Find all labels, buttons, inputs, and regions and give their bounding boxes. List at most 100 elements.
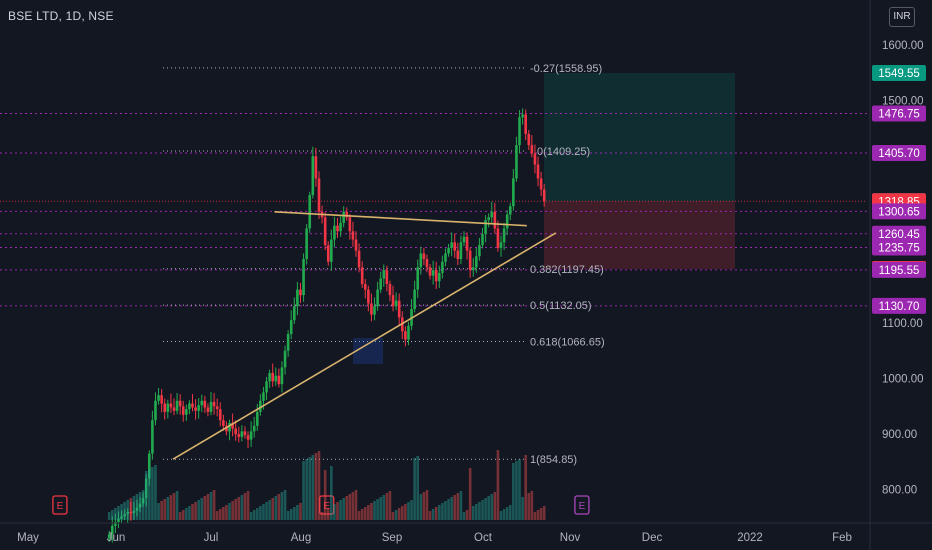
volume-bar <box>542 506 546 520</box>
volume-bar <box>373 501 376 520</box>
fib-label-3: 0.5(1132.05) <box>530 300 592 312</box>
volume-bar <box>330 466 333 520</box>
volume-bar <box>215 511 219 520</box>
currency-button[interactable]: INR <box>889 7 915 27</box>
volume-bar <box>160 501 163 520</box>
price-badge <box>872 239 926 256</box>
earnings-marker-icon: E <box>319 495 335 515</box>
volume-bar <box>126 500 130 520</box>
candle <box>419 246 423 275</box>
candle <box>533 144 537 174</box>
candle <box>462 231 466 247</box>
volume-bar <box>465 510 469 520</box>
candle <box>357 243 361 273</box>
volume-bar <box>502 509 506 520</box>
candle <box>296 281 299 316</box>
volume-bar <box>490 494 494 520</box>
volume-bar <box>348 494 352 520</box>
candle <box>475 247 478 273</box>
volume-bar <box>441 503 444 520</box>
candle <box>178 394 182 415</box>
volume-bar <box>293 507 296 520</box>
volume-bar <box>181 510 185 520</box>
volume-bar <box>274 496 278 520</box>
candle <box>144 474 148 507</box>
volume-bar <box>388 491 392 520</box>
volume-bar <box>367 505 370 520</box>
y-tick-label: 1000.00 <box>882 374 924 386</box>
candle <box>141 492 145 507</box>
candle <box>336 217 339 238</box>
x-tick-label: Aug <box>291 532 311 544</box>
highlight-box <box>353 338 383 364</box>
price-badge-label: 1260.45 <box>878 229 920 241</box>
volume-bar <box>416 456 420 520</box>
candle <box>487 213 490 228</box>
volume-bar <box>410 500 413 520</box>
volume-bar <box>425 490 429 520</box>
volume-bar <box>249 512 253 520</box>
volume-bar <box>308 457 312 520</box>
candle <box>530 135 534 158</box>
volume-bar <box>326 508 330 520</box>
volume-bar <box>265 502 268 520</box>
volume-bar <box>311 455 315 520</box>
volume-bar <box>512 463 515 520</box>
candle <box>135 499 139 517</box>
volume-bar <box>342 498 345 520</box>
earnings-letter: E <box>323 501 330 512</box>
volume-bar <box>314 453 318 520</box>
volume-bar <box>144 471 148 520</box>
candle <box>326 241 330 266</box>
candle <box>478 237 481 261</box>
candle <box>194 399 197 420</box>
price-badge-label: 1130.70 <box>879 301 920 313</box>
candle <box>459 235 463 265</box>
volume-bar <box>154 465 157 520</box>
volume-bar <box>397 508 401 520</box>
volume-bar <box>138 492 142 520</box>
volume-bar <box>524 455 527 520</box>
candle <box>496 220 500 252</box>
volume-bar <box>521 497 524 520</box>
trendline-0 <box>172 232 557 460</box>
volume-bar <box>197 500 200 520</box>
candle <box>508 202 512 221</box>
volume-bar <box>400 506 404 520</box>
volume-bar <box>305 459 308 520</box>
candle <box>394 292 398 311</box>
volume-bar <box>518 459 521 520</box>
candle <box>185 404 188 421</box>
volume-bar <box>259 506 262 520</box>
volume-bar <box>172 493 176 520</box>
volume-bar <box>444 501 447 520</box>
volume-bar <box>336 502 339 520</box>
volume-bar <box>357 511 361 520</box>
candle <box>410 299 413 331</box>
candle <box>197 397 200 419</box>
y-tick-label: 1100.00 <box>882 318 923 330</box>
volume-bar <box>363 507 367 520</box>
volume-bar <box>478 502 481 520</box>
candle <box>323 212 327 251</box>
candle <box>527 130 531 151</box>
y-tick-label: 1500.00 <box>882 96 924 108</box>
volume-bar <box>203 496 207 520</box>
candle <box>240 425 244 442</box>
candle <box>524 109 527 141</box>
volume-bar <box>212 490 216 520</box>
candle <box>181 400 185 422</box>
candle <box>286 330 290 357</box>
volume-bar <box>206 494 210 520</box>
volume-bar <box>317 451 321 520</box>
volume-bar <box>277 494 281 520</box>
candle <box>391 285 395 312</box>
candle <box>274 367 278 386</box>
volume-bar <box>422 492 426 520</box>
candle <box>268 369 271 388</box>
volume-bar <box>493 492 497 520</box>
candle <box>373 297 376 321</box>
volume-bar <box>141 490 145 520</box>
volume-bar <box>323 470 327 520</box>
